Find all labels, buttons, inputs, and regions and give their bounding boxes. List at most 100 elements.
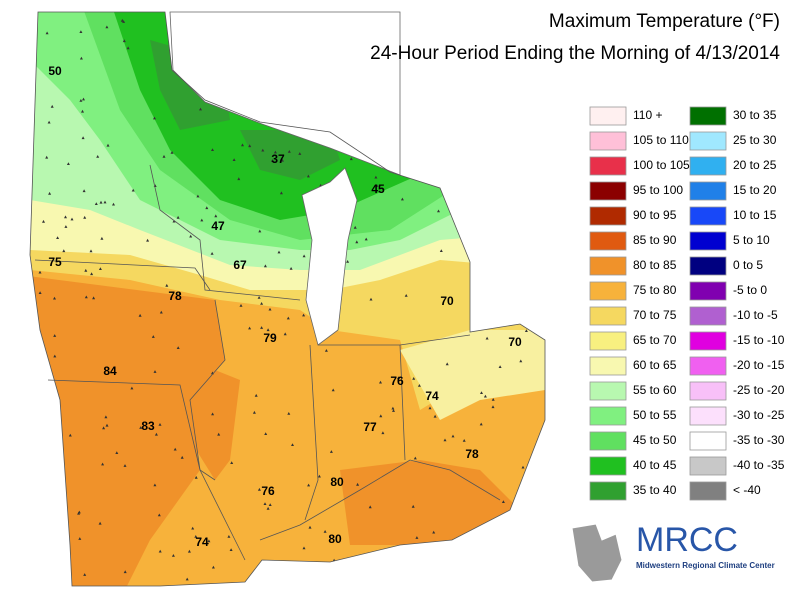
station-dot bbox=[81, 109, 84, 113]
legend-swatch bbox=[689, 256, 727, 276]
legend-swatch bbox=[689, 431, 727, 451]
legend-swatch bbox=[589, 331, 627, 351]
station-dot bbox=[178, 291, 182, 295]
station-dot bbox=[53, 334, 57, 337]
station-dot bbox=[38, 270, 42, 274]
station-dot bbox=[428, 406, 432, 410]
station-dot bbox=[480, 391, 483, 394]
station-dot bbox=[158, 549, 162, 553]
station-dot bbox=[102, 426, 106, 430]
station-dot bbox=[170, 151, 174, 154]
legend-swatch bbox=[689, 281, 727, 301]
station-dot bbox=[379, 380, 382, 384]
station-dot bbox=[165, 283, 169, 287]
station-dot bbox=[524, 329, 528, 332]
station-dot bbox=[266, 506, 270, 510]
station-dot bbox=[369, 297, 373, 301]
station-dot bbox=[356, 482, 360, 486]
station-dot bbox=[151, 335, 155, 338]
station-dot bbox=[261, 148, 265, 152]
station-dot bbox=[130, 386, 134, 390]
map-subtitle: 24-Hour Period Ending the Morning of 4/1… bbox=[370, 43, 780, 64]
station-dot bbox=[291, 443, 294, 446]
station-dot bbox=[498, 365, 502, 368]
station-dot bbox=[306, 174, 310, 178]
legend-label: 30 to 35 bbox=[733, 108, 777, 122]
station-dot bbox=[404, 294, 408, 297]
station-dot bbox=[199, 107, 202, 111]
map-value-label: 74 bbox=[195, 535, 209, 549]
lakes bbox=[169, 11, 401, 346]
legend-label: 15 to 20 bbox=[733, 183, 777, 197]
station-dot bbox=[194, 475, 198, 479]
legend-swatch bbox=[689, 181, 727, 201]
legend-label: -30 to -25 bbox=[733, 408, 785, 422]
legend-label: 75 to 80 bbox=[633, 283, 677, 297]
station-dot bbox=[501, 500, 505, 503]
station-dot bbox=[123, 464, 127, 467]
legend-label: 10 to 15 bbox=[733, 208, 777, 222]
station-dot bbox=[172, 219, 176, 223]
station-dot bbox=[263, 502, 267, 505]
legend-swatch bbox=[589, 481, 627, 501]
station-dot bbox=[214, 214, 218, 218]
station-dot bbox=[412, 377, 416, 380]
legend-swatch bbox=[589, 156, 627, 176]
station-dot bbox=[374, 175, 378, 179]
station-dot bbox=[258, 229, 262, 233]
station-dot bbox=[89, 249, 93, 253]
legend-swatch bbox=[589, 181, 627, 201]
logo-name: MRCC bbox=[636, 521, 738, 559]
zone-80-85 bbox=[190, 360, 240, 480]
station-dot bbox=[266, 328, 270, 332]
station-dot bbox=[317, 474, 321, 478]
station-dot bbox=[83, 573, 87, 576]
legend-label: 105 to 110 bbox=[633, 133, 689, 147]
station-dot bbox=[173, 447, 177, 451]
station-dot bbox=[105, 423, 109, 427]
station-dot bbox=[62, 249, 66, 253]
station-dot bbox=[346, 260, 350, 263]
station-dot bbox=[194, 535, 198, 538]
map-value-label: 45 bbox=[371, 182, 385, 196]
station-dot bbox=[196, 194, 200, 198]
station-dot bbox=[154, 432, 158, 436]
map-value-label: 37 bbox=[271, 152, 285, 166]
zone-65-70 bbox=[400, 330, 545, 420]
station-dot bbox=[277, 250, 281, 254]
station-dot bbox=[368, 505, 372, 509]
station-dot bbox=[289, 267, 293, 270]
map-value-label: 80 bbox=[328, 532, 342, 546]
station-dot bbox=[254, 393, 258, 397]
station-dot bbox=[139, 426, 143, 429]
station-dot bbox=[185, 577, 189, 581]
station-dot bbox=[157, 513, 161, 517]
legend-swatch bbox=[589, 131, 627, 151]
station-dot bbox=[159, 310, 163, 314]
legend-label: 20 to 25 bbox=[733, 158, 777, 172]
logo-icon bbox=[571, 523, 623, 583]
station-dot bbox=[417, 384, 421, 387]
station-dot bbox=[79, 56, 83, 60]
station-dot bbox=[248, 326, 252, 330]
map-title: Maximum Temperature (°F) bbox=[549, 11, 780, 32]
station-dot bbox=[413, 456, 417, 460]
legend-label: -25 to -20 bbox=[733, 383, 785, 397]
legend-label: 70 to 75 bbox=[633, 308, 677, 322]
station-dot bbox=[307, 483, 311, 487]
legend-label: 45 to 50 bbox=[633, 433, 677, 447]
legend-label: 110 + bbox=[633, 108, 662, 122]
station-dot bbox=[96, 155, 100, 158]
legend-label: 60 to 65 bbox=[633, 358, 677, 372]
station-dot bbox=[98, 267, 102, 270]
map-value-label: 84 bbox=[103, 364, 117, 378]
legend-label: -15 to -10 bbox=[733, 333, 785, 347]
map-value-label: 80 bbox=[330, 475, 344, 489]
legend-swatch bbox=[589, 431, 627, 451]
zone-80-85 bbox=[30, 275, 225, 586]
legend-swatch bbox=[689, 106, 727, 126]
legend-label: -20 to -15 bbox=[733, 358, 785, 372]
station-dot bbox=[53, 354, 57, 358]
station-dot bbox=[176, 215, 180, 219]
station-dot bbox=[45, 155, 49, 159]
